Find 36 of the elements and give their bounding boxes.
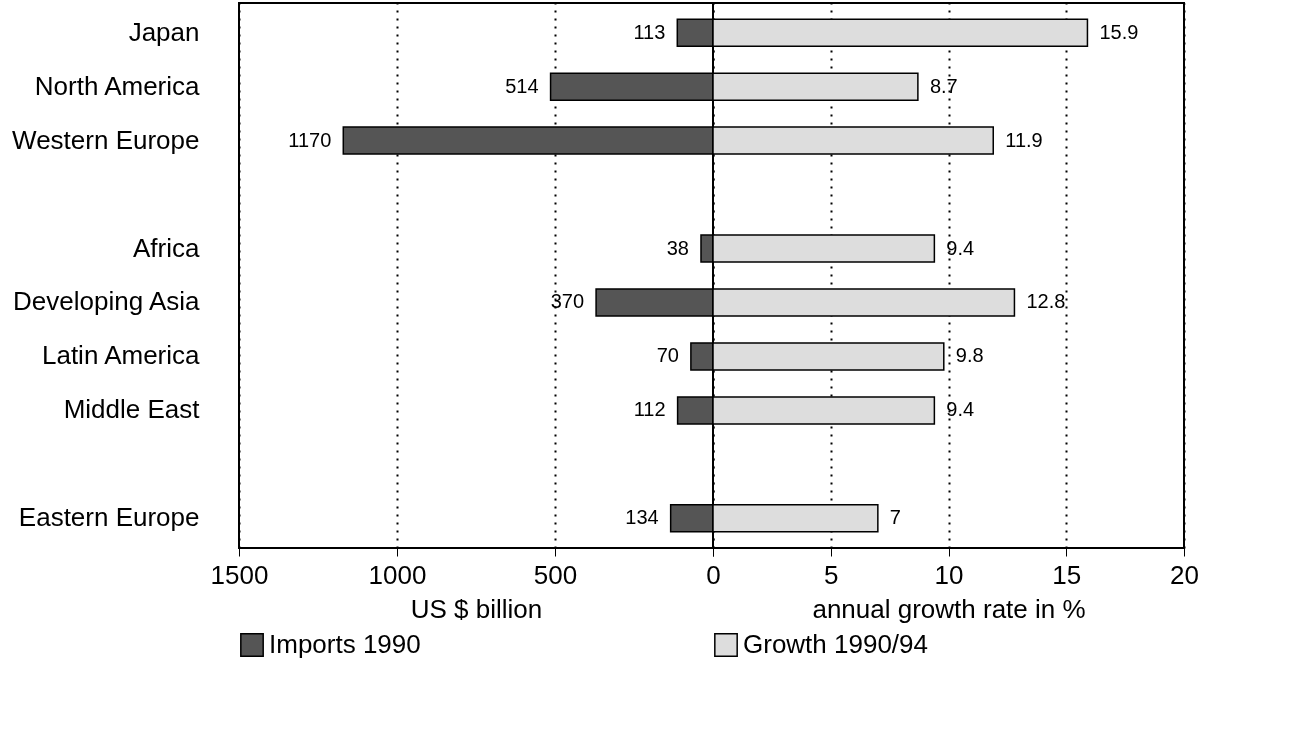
- data-label: 112: [633, 398, 666, 421]
- data-label: 1170: [288, 128, 332, 151]
- x-tick-label: 15: [1052, 559, 1082, 590]
- x-tick-label: 5: [824, 559, 839, 590]
- data-label: 370: [550, 290, 585, 313]
- data-label: 9.4: [946, 398, 975, 421]
- y-tick-label: Africa: [133, 232, 201, 263]
- data-label: 15.9: [1099, 20, 1139, 43]
- y-tick-label: Western Europe: [12, 124, 200, 155]
- x-tick-label: 20: [1170, 559, 1199, 590]
- legend-label: Imports 1990: [269, 629, 421, 659]
- x-tick-label: 1500: [210, 559, 269, 590]
- data-label: 70: [656, 344, 679, 367]
- y-tick-label: Latin America: [41, 340, 201, 371]
- x-tick-label: 1000: [368, 559, 427, 590]
- x-axis-title: annual growth rate in %: [812, 593, 1086, 624]
- y-tick-label: Middle East: [63, 394, 201, 425]
- data-label: 113: [633, 20, 666, 43]
- y-tick-label: Developing Asia: [13, 286, 201, 317]
- data-label: 514: [505, 74, 539, 97]
- data-label: 134: [625, 506, 659, 529]
- y-tick-label: North America: [34, 70, 201, 101]
- data-label: 7: [889, 506, 901, 529]
- data-label: 38: [666, 236, 689, 259]
- x-tick-label: 500: [533, 559, 578, 590]
- y-tick-label: Eastern Europe: [18, 502, 200, 533]
- data-label: 9.8: [955, 344, 984, 367]
- x-axis-title: US $ billion: [410, 593, 543, 624]
- data-label: 9.4: [946, 236, 975, 259]
- x-tick-label: 10: [934, 559, 964, 590]
- data-label: 12.8: [1026, 290, 1066, 313]
- data-label: 11.9: [1005, 128, 1043, 151]
- y-tick-label: Japan: [128, 16, 200, 47]
- data-label: 8.7: [929, 74, 958, 97]
- x-tick-label: 0: [706, 559, 721, 590]
- legend-label: Growth 1990/94: [743, 629, 929, 659]
